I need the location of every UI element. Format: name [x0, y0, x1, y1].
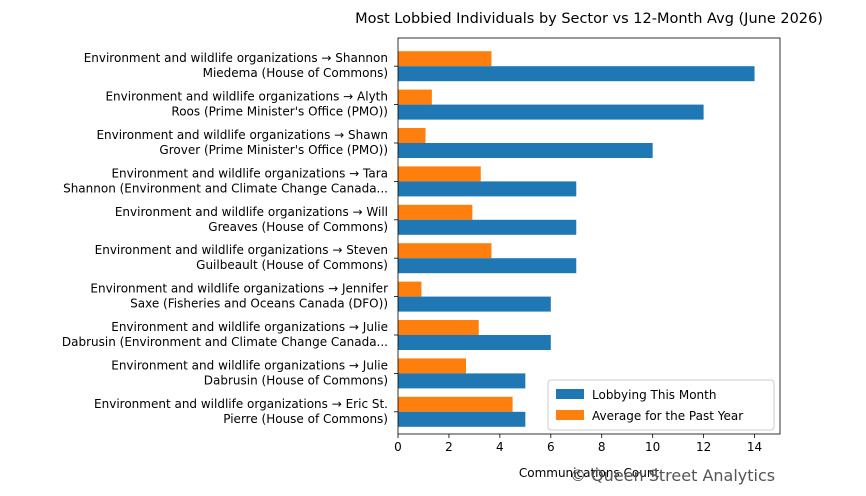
y-tick-label-line: Dabrusin (House of Commons)	[204, 373, 388, 387]
bar-average-past-year	[398, 51, 492, 67]
y-tick-label-line: Environment and wildlife organizations →…	[95, 243, 388, 257]
watermark: © Queen Street Analytics	[570, 466, 776, 485]
y-tick-label-line: Roos (Prime Minister's Office (PMO))	[171, 105, 388, 119]
x-tick-label: 6	[547, 440, 555, 454]
y-tick-label-line: Greaves (House of Commons)	[208, 220, 388, 234]
bar-average-past-year	[398, 243, 492, 259]
bar-lobbying-this-month	[398, 411, 526, 427]
bar-average-past-year	[398, 396, 513, 412]
y-tick-label-line: Pierre (House of Commons)	[223, 412, 388, 426]
y-tick-label: Environment and wildlife organizations →…	[95, 243, 388, 272]
bar-lobbying-this-month	[398, 258, 577, 274]
bar-average-past-year	[398, 89, 432, 105]
y-tick-label-line: Environment and wildlife organizations →…	[94, 397, 388, 411]
x-tick-label: 4	[496, 440, 504, 454]
y-tick-label: Environment and wildlife organizations →…	[96, 128, 388, 157]
x-tick-label: 8	[598, 440, 606, 454]
y-tick-label-line: Shannon (Environment and Climate Change …	[63, 181, 388, 195]
bar-lobbying-this-month	[398, 143, 653, 158]
y-tick-label-line: Environment and wildlife organizations →…	[111, 320, 388, 334]
legend-swatch	[556, 389, 584, 399]
y-tick-label-line: Environment and wildlife organizations →…	[90, 282, 388, 296]
y-tick-label: Environment and wildlife organizations →…	[115, 205, 388, 234]
bar-average-past-year	[398, 320, 479, 335]
legend-box	[547, 379, 775, 431]
y-tick-label-line: Environment and wildlife organizations →…	[115, 205, 388, 219]
y-tick-label: Environment and wildlife organizations →…	[63, 166, 388, 195]
bar-lobbying-this-month	[398, 335, 551, 350]
bar-lobbying-this-month	[398, 104, 704, 120]
bar-average-past-year	[398, 128, 426, 143]
bar-lobbying-this-month	[398, 66, 755, 82]
y-tick-label: Environment and wildlife organizations →…	[84, 51, 388, 80]
plot-area: Environment and wildlife organizations →…	[62, 37, 781, 454]
bar-average-past-year	[398, 281, 422, 297]
y-tick-label: Environment and wildlife organizations →…	[105, 90, 388, 119]
bar-lobbying-this-month	[398, 373, 526, 389]
y-tick-label-line: Environment and wildlife organizations →…	[96, 128, 388, 142]
y-tick-label-line: Environment and wildlife organizations →…	[111, 358, 388, 372]
y-tick-label-line: Environment and wildlife organizations →…	[105, 90, 388, 104]
x-tick-label: 2	[445, 440, 453, 454]
y-tick-label-line: Miedema (House of Commons)	[203, 66, 388, 80]
legend-label: Average for the Past Year	[592, 409, 743, 423]
y-tick-label-line: Saxe (Fisheries and Oceans Canada (DFO))	[130, 297, 388, 311]
bar-lobbying-this-month	[398, 296, 551, 312]
plot-frame	[397, 37, 781, 435]
legend-label: Lobbying This Month	[592, 388, 716, 402]
y-tick-label-line: Environment and wildlife organizations →…	[111, 166, 388, 180]
x-tick-label: 12	[696, 440, 711, 454]
x-axis-label: Communications Count	[519, 466, 660, 480]
bar-lobbying-this-month	[398, 181, 577, 197]
x-tick-label: 0	[394, 440, 402, 454]
y-tick-label: Environment and wildlife organizations →…	[90, 282, 388, 311]
y-tick-label: Environment and wildlife organizations →…	[111, 358, 388, 387]
bar-average-past-year	[398, 204, 473, 220]
y-tick-label-line: Dabrusin (Environment and Climate Change…	[62, 335, 388, 349]
legend-swatch	[556, 410, 584, 420]
chart-title: Most Lobbied Individuals by Sector vs 12…	[355, 11, 823, 27]
y-tick-label: Environment and wildlife organizations →…	[62, 320, 388, 349]
x-tick-label: 10	[645, 440, 660, 454]
y-tick-label-line: Guilbeault (House of Commons)	[196, 258, 388, 272]
bar-average-past-year	[398, 358, 466, 374]
y-tick-label-line: Grover (Prime Minister's Office (PMO))	[159, 143, 388, 157]
x-tick-label: 14	[747, 440, 762, 454]
y-tick-label: Environment and wildlife organizations →…	[94, 397, 388, 426]
y-tick-label-line: Environment and wildlife organizations →…	[84, 51, 388, 65]
bar-lobbying-this-month	[398, 219, 577, 235]
bar-average-past-year	[398, 166, 481, 182]
